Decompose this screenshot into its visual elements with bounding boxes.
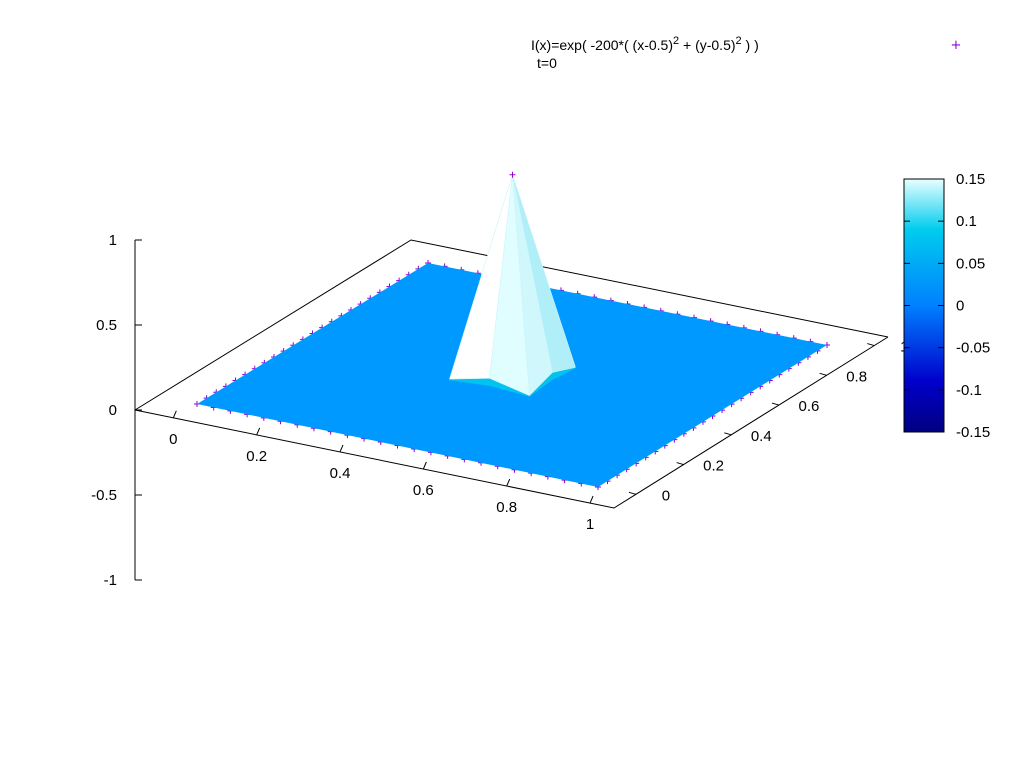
y-tick xyxy=(676,462,684,466)
x-tick-label: 1 xyxy=(586,516,594,533)
z-axis: 1 0.5 0 -0.5 -1 xyxy=(91,232,142,589)
title-exp2: 2 xyxy=(736,35,742,47)
x-tick xyxy=(422,461,427,470)
x-tick-label: 0.4 xyxy=(330,465,351,482)
x-tick-label: 0 xyxy=(169,431,177,448)
title-suffix: ) ) xyxy=(742,37,759,53)
cb-tick-label: 0.15 xyxy=(956,171,985,188)
z-tick-label: 0 xyxy=(109,402,117,419)
surface xyxy=(197,174,827,487)
cb-tick-label: 0.05 xyxy=(956,255,985,272)
y-tick xyxy=(771,402,780,406)
base-frame-back xyxy=(134,239,889,411)
x-axis: 0 0.2 0.4 0.6 0.8 1 xyxy=(169,410,594,533)
y-tick-label: 0.2 xyxy=(703,458,724,475)
x-tick xyxy=(256,427,261,436)
title-prefix: I(x)=exp( -200*( (x-0.5) xyxy=(531,37,673,53)
y-tick-label: 0.8 xyxy=(846,368,867,385)
x-tick-label: 0.8 xyxy=(496,499,517,516)
cb-tick-label: -0.1 xyxy=(956,382,982,399)
base-frame-front xyxy=(134,336,889,509)
x-tick-label: 0.6 xyxy=(413,482,434,499)
y-axis: 00.20.40.60.81 xyxy=(628,339,908,504)
x-tick xyxy=(172,410,177,419)
cb-tick-label: 0 xyxy=(956,298,964,315)
marker-peak xyxy=(509,171,516,178)
z-tick-label: -1 xyxy=(104,572,117,589)
y-tick xyxy=(724,432,732,436)
chart-title: I(x)=exp( -200*( (x-0.5)2 + (y-0.5)2 ) ) xyxy=(531,35,759,53)
colorbar-ticks: 0.15 0.1 0.05 0 -0.05 -0.1 -0.15 xyxy=(904,171,990,441)
legend-marker: + xyxy=(951,38,962,53)
colorbar-gradient xyxy=(903,178,945,433)
z-tick-label: -0.5 xyxy=(91,487,117,504)
peak-face xyxy=(489,174,530,397)
y-tick xyxy=(628,491,637,495)
z-tick-label: 1 xyxy=(109,232,117,249)
y-tick xyxy=(819,372,827,376)
cb-tick-label: -0.15 xyxy=(956,424,990,441)
y-tick xyxy=(867,343,875,347)
x-tick xyxy=(506,478,511,487)
x-tick-label: 0.2 xyxy=(246,448,267,465)
y-tick-label: 0.6 xyxy=(799,398,820,415)
y-tick-label: 0.4 xyxy=(751,428,772,445)
x-tick xyxy=(339,444,344,453)
cb-tick-label: 0.1 xyxy=(956,213,977,230)
title-exp1: 2 xyxy=(673,35,679,47)
x-tick xyxy=(589,495,594,504)
y-tick-label: 0 xyxy=(662,487,670,504)
title-middle: + (y-0.5) xyxy=(679,37,735,53)
colorbar: 0.15 0.1 0.05 0 -0.05 -0.1 -0.15 xyxy=(903,171,990,441)
chart-subtitle: t=0 xyxy=(537,55,557,71)
cb-tick-label: -0.05 xyxy=(956,340,990,357)
z-tick-label: 0.5 xyxy=(96,317,117,334)
peak-markers xyxy=(509,171,516,178)
base-plane xyxy=(134,239,889,509)
